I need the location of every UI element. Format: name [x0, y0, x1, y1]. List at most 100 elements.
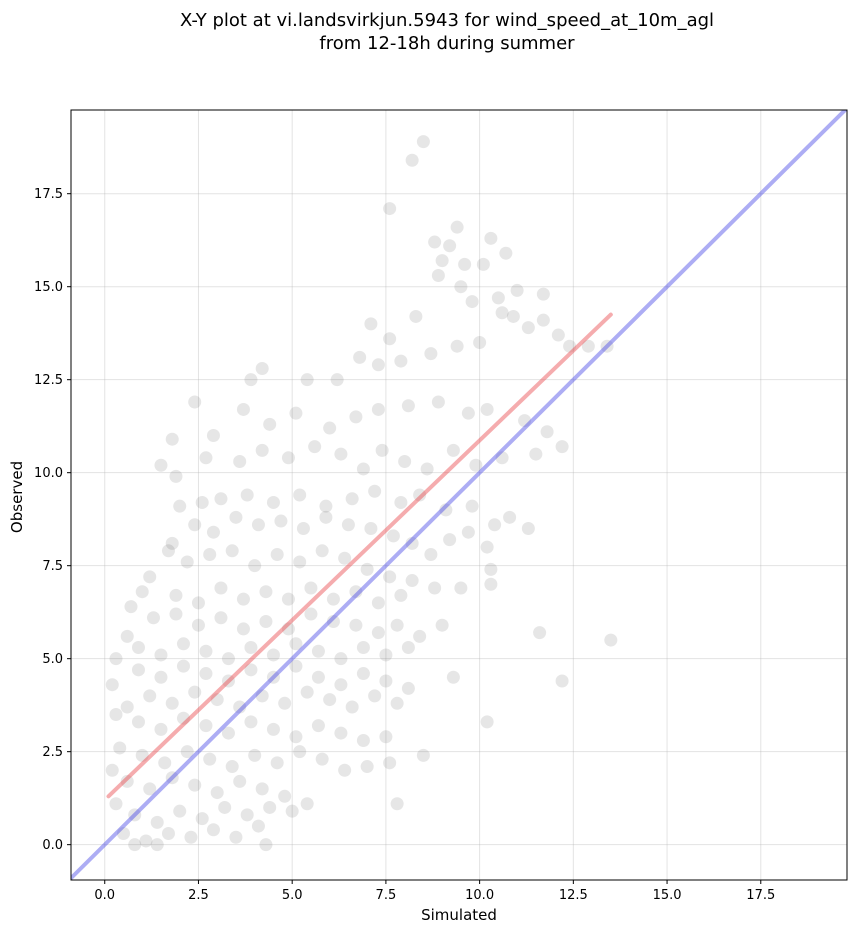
data-point	[214, 492, 228, 506]
data-point	[236, 622, 250, 636]
data-point	[506, 309, 520, 323]
data-point	[424, 347, 438, 361]
data-point	[405, 536, 419, 550]
data-point	[109, 707, 123, 721]
data-point	[244, 663, 258, 677]
identity-line	[71, 110, 847, 880]
data-point	[285, 804, 299, 818]
y-tick-label: 5.0	[42, 652, 63, 667]
data-point	[278, 789, 292, 803]
data-point	[176, 659, 190, 673]
data-point	[604, 633, 618, 647]
data-point	[405, 153, 419, 167]
data-point	[270, 548, 284, 562]
data-point	[248, 559, 262, 573]
data-point	[259, 585, 273, 599]
data-point	[491, 291, 505, 305]
data-point	[398, 455, 412, 469]
data-point	[371, 358, 385, 372]
data-point	[435, 254, 449, 268]
data-point	[431, 395, 445, 409]
data-point	[188, 685, 202, 699]
data-point	[326, 592, 340, 606]
data-point	[581, 339, 595, 353]
x-tick-label: 10.0	[465, 888, 494, 903]
data-point	[248, 748, 262, 762]
data-point	[293, 745, 307, 759]
data-point	[120, 700, 134, 714]
data-point	[338, 763, 352, 777]
data-point	[221, 652, 235, 666]
data-point	[131, 641, 145, 655]
data-point	[210, 693, 224, 707]
x-tick-label: 2.5	[188, 888, 209, 903]
data-point	[345, 492, 359, 506]
data-point	[338, 551, 352, 565]
data-point	[165, 771, 179, 785]
data-point	[150, 838, 164, 852]
data-point	[188, 778, 202, 792]
data-point	[356, 667, 370, 681]
data-point	[165, 432, 179, 446]
data-point	[139, 834, 153, 848]
data-point	[326, 614, 340, 628]
data-point	[173, 804, 187, 818]
data-point	[169, 588, 183, 602]
data-point	[206, 525, 220, 539]
data-point	[210, 786, 224, 800]
data-point	[495, 306, 509, 320]
data-point	[214, 611, 228, 625]
data-point	[244, 373, 258, 387]
y-tick-label: 0.0	[42, 838, 63, 853]
data-point	[356, 462, 370, 476]
data-point	[555, 440, 569, 454]
x-tick-label: 5.0	[282, 888, 303, 903]
data-point	[176, 637, 190, 651]
data-point	[323, 421, 337, 435]
y-tick-label: 17.5	[34, 187, 63, 202]
data-point	[255, 362, 269, 376]
data-point	[169, 469, 183, 483]
data-point	[143, 689, 157, 703]
data-point	[401, 681, 415, 695]
data-point	[386, 529, 400, 543]
data-point	[334, 447, 348, 461]
x-tick-label: 12.5	[559, 888, 588, 903]
data-point	[251, 819, 265, 833]
data-point	[371, 596, 385, 610]
data-point	[379, 674, 393, 688]
data-point	[334, 652, 348, 666]
x-tick-label: 15.0	[653, 888, 682, 903]
data-point	[195, 812, 209, 826]
data-point	[368, 484, 382, 498]
data-point	[266, 670, 280, 684]
data-point	[431, 269, 445, 283]
data-point	[319, 499, 333, 513]
data-point	[240, 808, 254, 822]
data-point	[341, 518, 355, 532]
data-point	[143, 782, 157, 796]
data-point	[154, 648, 168, 662]
data-point	[195, 495, 209, 509]
data-point	[199, 719, 213, 733]
data-point	[383, 570, 397, 584]
x-tick-label: 17.5	[746, 888, 775, 903]
data-point	[188, 395, 202, 409]
data-point	[330, 373, 344, 387]
data-point	[105, 678, 119, 692]
x-axis-ticks: 0.0 2.5 5.0 7.5 10.0 12.5 15.0 17.5	[94, 880, 775, 903]
x-axis-label: Simulated	[421, 906, 497, 924]
data-point	[405, 574, 419, 588]
data-point	[356, 734, 370, 748]
data-point	[184, 830, 198, 844]
data-point	[473, 335, 487, 349]
data-point	[401, 641, 415, 655]
data-point	[218, 800, 232, 814]
data-point	[191, 596, 205, 610]
data-point	[390, 696, 404, 710]
data-point	[135, 585, 149, 599]
data-point	[533, 626, 547, 640]
data-point	[383, 332, 397, 346]
data-point	[484, 231, 498, 245]
